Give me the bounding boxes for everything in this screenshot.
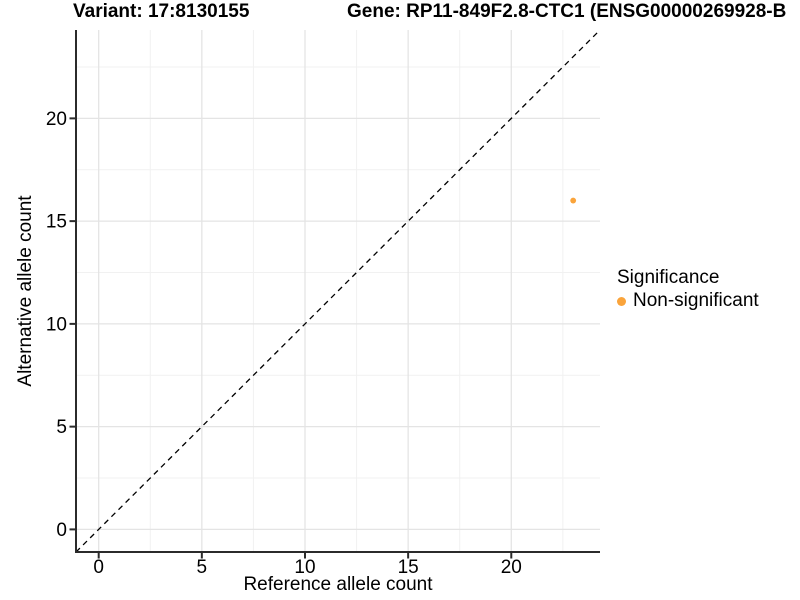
svg-text:15: 15 — [398, 557, 419, 578]
svg-text:10: 10 — [46, 314, 67, 335]
plot-title-gene: Gene: RP11-849F2.8-CTC1 (ENSG00000269928… — [347, 1, 787, 22]
svg-text:0: 0 — [56, 520, 67, 541]
identity-line-group — [75, 29, 601, 553]
legend-point-swatch-icon — [617, 296, 626, 306]
svg-text:15: 15 — [46, 212, 67, 233]
x-axis-title: Reference allele count — [243, 574, 433, 595]
tick-labels: 0 5 10 15 20 0 5 10 15 20 — [46, 109, 522, 578]
axis-lines — [75, 30, 600, 553]
legend-item: Non-significant — [617, 290, 759, 312]
legend-title: Significance — [617, 267, 720, 288]
data-points — [570, 197, 577, 204]
svg-text:5: 5 — [56, 417, 67, 438]
svg-text:20: 20 — [501, 557, 522, 578]
legend: Significance Non-significant — [617, 267, 759, 312]
y-axis-title: Alternative allele count — [15, 195, 36, 387]
minor-gridlines — [76, 30, 600, 552]
legend-item-label: Non-significant — [633, 290, 759, 311]
data-point — [570, 197, 577, 204]
svg-text:10: 10 — [294, 557, 315, 578]
svg-text:0: 0 — [93, 557, 104, 578]
svg-text:20: 20 — [46, 109, 67, 130]
tick-marks — [69, 117, 513, 559]
plot-title-variant: Variant: 17:8130155 — [73, 1, 250, 22]
identity-line — [75, 29, 601, 553]
major-gridlines — [76, 30, 600, 552]
svg-text:5: 5 — [197, 557, 208, 578]
